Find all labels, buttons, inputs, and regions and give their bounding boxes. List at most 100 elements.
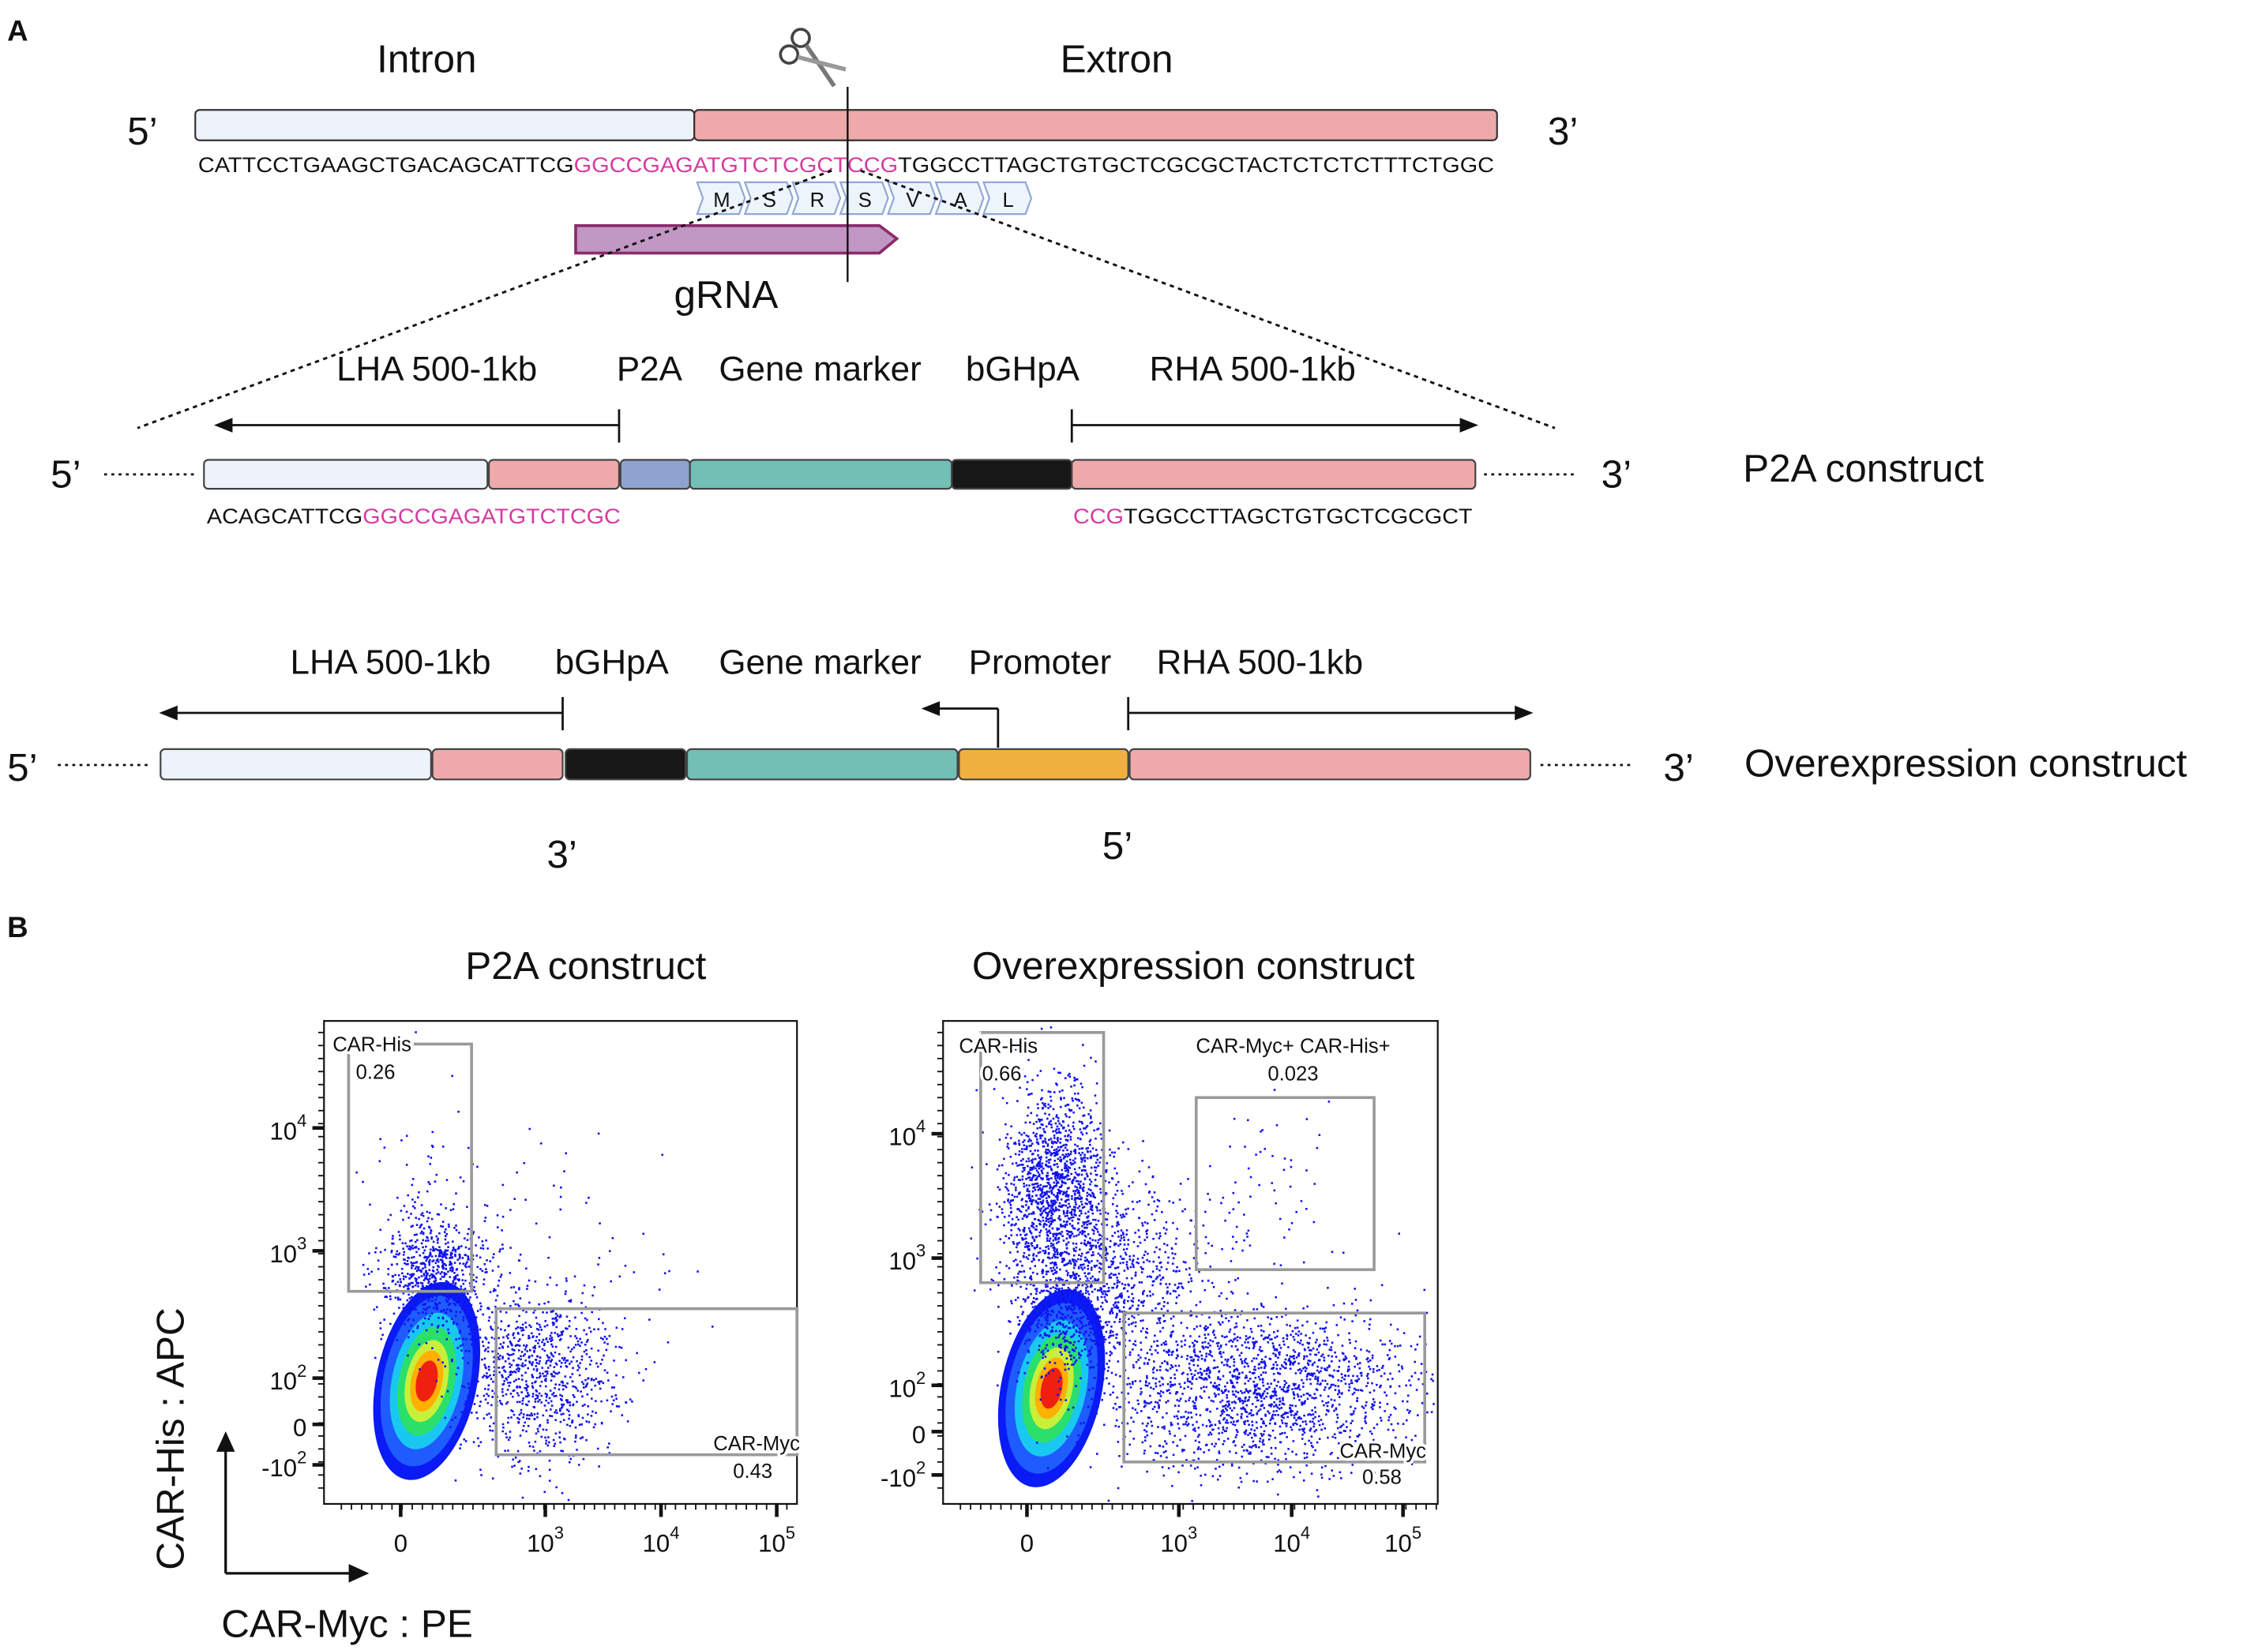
event-dot — [1257, 1399, 1260, 1402]
event-dot — [1071, 1363, 1073, 1367]
event-dot — [1078, 1152, 1080, 1154]
event-dot — [1240, 1352, 1243, 1355]
event-dot — [621, 1376, 625, 1378]
event-dot — [1289, 1404, 1292, 1407]
event-dot — [1316, 1389, 1319, 1391]
event-dot — [576, 1449, 578, 1451]
event-dot — [406, 1299, 409, 1302]
event-dot — [1081, 1224, 1083, 1228]
event-dot — [1041, 1191, 1044, 1193]
event-dot — [1062, 1149, 1065, 1152]
event-dot — [1204, 1345, 1207, 1348]
event-dot — [437, 1286, 440, 1288]
event-dot — [1031, 1195, 1034, 1198]
event-dot — [1292, 1362, 1294, 1365]
event-dot — [399, 1298, 402, 1301]
event-dot — [410, 1307, 413, 1310]
event-dot — [1106, 1283, 1109, 1285]
event-dot — [1084, 1243, 1087, 1246]
event-dot — [1035, 1169, 1038, 1172]
event-dot — [1304, 1442, 1306, 1446]
event-dot — [1341, 1392, 1343, 1394]
event-dot — [1063, 1213, 1065, 1215]
event-dot — [1195, 1397, 1197, 1400]
event-dot — [1218, 1438, 1220, 1441]
event-dot — [610, 1280, 612, 1283]
event-dot — [493, 1356, 495, 1359]
event-dot — [426, 1285, 428, 1288]
event-dot — [501, 1383, 505, 1386]
event-dot — [426, 1307, 429, 1310]
event-dot — [1279, 1400, 1282, 1403]
event-dot — [434, 1277, 437, 1280]
event-dot — [542, 1414, 545, 1417]
event-dot — [509, 1373, 513, 1376]
event-dot — [517, 1378, 520, 1380]
event-dot — [1056, 1242, 1058, 1244]
event-dot — [1167, 1349, 1170, 1352]
event-dot — [1025, 1233, 1028, 1236]
event-dot — [559, 1314, 562, 1317]
event-dot — [543, 1404, 546, 1407]
event-dot — [1076, 1186, 1079, 1189]
event-dot — [1279, 1425, 1282, 1428]
event-dot — [483, 1374, 486, 1377]
event-dot — [564, 1375, 567, 1378]
event-dot — [1172, 1315, 1175, 1318]
event-dot — [432, 1259, 435, 1262]
event-dot — [1313, 1372, 1316, 1375]
event-dot — [1165, 1442, 1168, 1445]
event-dot — [1222, 1408, 1224, 1412]
event-dot — [1067, 1198, 1070, 1201]
event-dot — [1144, 1384, 1147, 1387]
event-dot — [1278, 1408, 1281, 1410]
event-dot — [391, 1263, 393, 1266]
event-dot — [1218, 1295, 1221, 1298]
event-dot — [1035, 1288, 1038, 1290]
event-dot — [1047, 1149, 1050, 1151]
event-dot — [1091, 1397, 1093, 1401]
event-dot — [1096, 1393, 1098, 1396]
event-dot — [508, 1385, 511, 1387]
event-dot — [1300, 1370, 1303, 1372]
event-dot — [1096, 1209, 1098, 1212]
event-dot — [1165, 1449, 1167, 1453]
event-dot — [1045, 1125, 1048, 1128]
event-dot — [1042, 1225, 1045, 1228]
event-dot — [1035, 1246, 1038, 1249]
event-dot — [1130, 1322, 1133, 1326]
event-dot — [501, 1376, 504, 1378]
event-dot — [1237, 1486, 1241, 1489]
event-dot — [1189, 1464, 1192, 1467]
event-dot — [1321, 1400, 1324, 1403]
event-dot — [534, 1344, 536, 1348]
event-dot — [1372, 1404, 1374, 1408]
event-dot — [1318, 1371, 1320, 1374]
event-dot — [490, 1327, 493, 1330]
event-dot — [1045, 1228, 1048, 1231]
event-dot — [548, 1356, 551, 1359]
event-dot — [1028, 1138, 1031, 1141]
event-dot — [1031, 1244, 1034, 1247]
event-dot — [1329, 1386, 1332, 1389]
event-dot — [1220, 1292, 1222, 1295]
event-dot — [1209, 1351, 1212, 1353]
event-dot — [1050, 1214, 1053, 1217]
event-dot — [443, 1273, 446, 1276]
event-dot — [1226, 1363, 1228, 1366]
event-dot — [566, 1423, 569, 1427]
event-dot — [1081, 1147, 1084, 1149]
event-dot — [1072, 1227, 1075, 1229]
event-dot — [543, 1325, 546, 1328]
event-dot — [1209, 1371, 1211, 1373]
event-dot — [476, 1394, 479, 1397]
event-dot — [1198, 1441, 1200, 1444]
event-dot — [1048, 1210, 1050, 1213]
event-dot — [976, 1257, 978, 1260]
event-dot — [411, 1183, 414, 1187]
event-dot — [455, 1228, 458, 1232]
event-dot — [1234, 1368, 1236, 1371]
event-dot — [1273, 1401, 1275, 1404]
